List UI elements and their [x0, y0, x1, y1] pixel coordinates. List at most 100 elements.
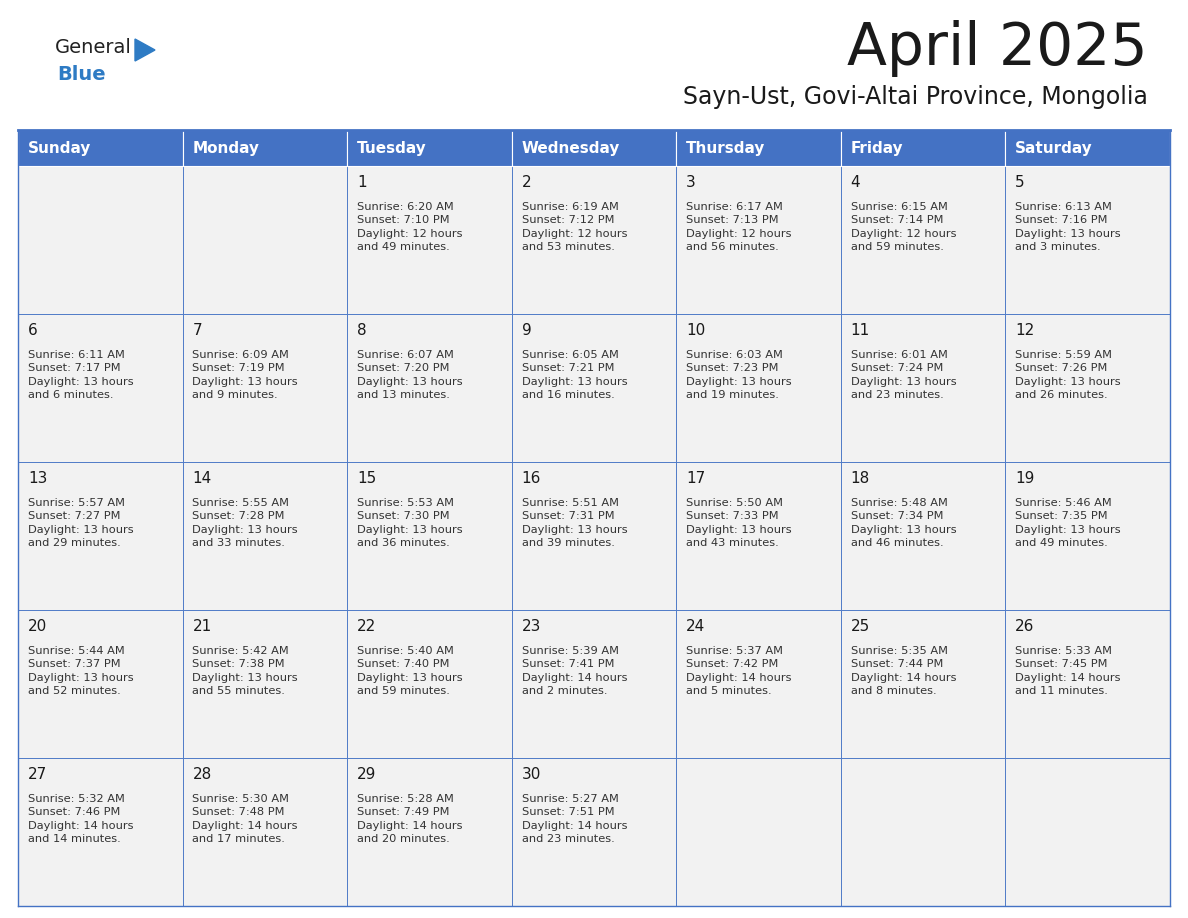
Bar — [676, 314, 841, 462]
Bar — [676, 610, 841, 758]
Bar — [1005, 130, 1170, 166]
Text: Blue: Blue — [57, 65, 106, 84]
Bar — [512, 130, 676, 166]
Text: Sunrise: 6:09 AM
Sunset: 7:19 PM
Daylight: 13 hours
and 9 minutes.: Sunrise: 6:09 AM Sunset: 7:19 PM Dayligh… — [192, 350, 298, 400]
Bar — [347, 314, 512, 462]
Text: Sunrise: 5:53 AM
Sunset: 7:30 PM
Daylight: 13 hours
and 36 minutes.: Sunrise: 5:53 AM Sunset: 7:30 PM Dayligh… — [358, 498, 462, 548]
Text: 6: 6 — [27, 323, 38, 338]
Text: Wednesday: Wednesday — [522, 140, 620, 155]
Text: 29: 29 — [358, 767, 377, 782]
Text: Sayn-Ust, Govi-Altai Province, Mongolia: Sayn-Ust, Govi-Altai Province, Mongolia — [683, 85, 1148, 109]
Bar — [1005, 758, 1170, 906]
Text: Sunrise: 6:11 AM
Sunset: 7:17 PM
Daylight: 13 hours
and 6 minutes.: Sunrise: 6:11 AM Sunset: 7:17 PM Dayligh… — [27, 350, 133, 400]
Text: Sunrise: 5:39 AM
Sunset: 7:41 PM
Daylight: 14 hours
and 2 minutes.: Sunrise: 5:39 AM Sunset: 7:41 PM Dayligh… — [522, 645, 627, 697]
Bar — [183, 462, 347, 610]
Bar — [841, 610, 1005, 758]
Text: 4: 4 — [851, 175, 860, 190]
Text: Sunrise: 5:46 AM
Sunset: 7:35 PM
Daylight: 13 hours
and 49 minutes.: Sunrise: 5:46 AM Sunset: 7:35 PM Dayligh… — [1016, 498, 1121, 548]
Bar — [841, 166, 1005, 314]
Bar — [841, 758, 1005, 906]
Bar — [841, 130, 1005, 166]
Text: Saturday: Saturday — [1016, 140, 1093, 155]
Bar — [347, 758, 512, 906]
Text: Sunrise: 6:20 AM
Sunset: 7:10 PM
Daylight: 12 hours
and 49 minutes.: Sunrise: 6:20 AM Sunset: 7:10 PM Dayligh… — [358, 202, 462, 252]
Bar — [183, 758, 347, 906]
Text: Monday: Monday — [192, 140, 259, 155]
Text: Sunrise: 6:13 AM
Sunset: 7:16 PM
Daylight: 13 hours
and 3 minutes.: Sunrise: 6:13 AM Sunset: 7:16 PM Dayligh… — [1016, 202, 1121, 252]
Text: 8: 8 — [358, 323, 367, 338]
Bar — [676, 758, 841, 906]
Bar — [18, 462, 183, 610]
Bar — [18, 758, 183, 906]
Text: 21: 21 — [192, 619, 211, 634]
Bar — [183, 610, 347, 758]
Text: 28: 28 — [192, 767, 211, 782]
Bar — [18, 166, 183, 314]
Text: 26: 26 — [1016, 619, 1035, 634]
Text: April 2025: April 2025 — [847, 20, 1148, 77]
Bar — [676, 130, 841, 166]
Text: Tuesday: Tuesday — [358, 140, 426, 155]
Text: Sunrise: 5:59 AM
Sunset: 7:26 PM
Daylight: 13 hours
and 26 minutes.: Sunrise: 5:59 AM Sunset: 7:26 PM Dayligh… — [1016, 350, 1121, 400]
Bar — [183, 166, 347, 314]
Text: Sunrise: 5:44 AM
Sunset: 7:37 PM
Daylight: 13 hours
and 52 minutes.: Sunrise: 5:44 AM Sunset: 7:37 PM Dayligh… — [27, 645, 133, 697]
Text: Friday: Friday — [851, 140, 903, 155]
Text: 13: 13 — [27, 471, 48, 486]
Bar — [183, 130, 347, 166]
Bar — [18, 314, 183, 462]
Text: Sunrise: 5:51 AM
Sunset: 7:31 PM
Daylight: 13 hours
and 39 minutes.: Sunrise: 5:51 AM Sunset: 7:31 PM Dayligh… — [522, 498, 627, 548]
Text: Sunrise: 6:05 AM
Sunset: 7:21 PM
Daylight: 13 hours
and 16 minutes.: Sunrise: 6:05 AM Sunset: 7:21 PM Dayligh… — [522, 350, 627, 400]
Text: Sunrise: 6:15 AM
Sunset: 7:14 PM
Daylight: 12 hours
and 59 minutes.: Sunrise: 6:15 AM Sunset: 7:14 PM Dayligh… — [851, 202, 956, 252]
Bar — [512, 610, 676, 758]
Bar — [183, 314, 347, 462]
Bar — [18, 130, 183, 166]
Text: 19: 19 — [1016, 471, 1035, 486]
Text: Sunrise: 6:07 AM
Sunset: 7:20 PM
Daylight: 13 hours
and 13 minutes.: Sunrise: 6:07 AM Sunset: 7:20 PM Dayligh… — [358, 350, 462, 400]
Text: 20: 20 — [27, 619, 48, 634]
Bar — [676, 166, 841, 314]
Text: Sunrise: 5:35 AM
Sunset: 7:44 PM
Daylight: 14 hours
and 8 minutes.: Sunrise: 5:35 AM Sunset: 7:44 PM Dayligh… — [851, 645, 956, 697]
Text: 30: 30 — [522, 767, 541, 782]
Bar — [512, 314, 676, 462]
Text: General: General — [55, 38, 132, 57]
Text: 27: 27 — [27, 767, 48, 782]
Text: 11: 11 — [851, 323, 870, 338]
Bar — [841, 462, 1005, 610]
Text: Sunrise: 6:01 AM
Sunset: 7:24 PM
Daylight: 13 hours
and 23 minutes.: Sunrise: 6:01 AM Sunset: 7:24 PM Dayligh… — [851, 350, 956, 400]
Text: 9: 9 — [522, 323, 531, 338]
Bar — [1005, 462, 1170, 610]
Text: Sunrise: 5:50 AM
Sunset: 7:33 PM
Daylight: 13 hours
and 43 minutes.: Sunrise: 5:50 AM Sunset: 7:33 PM Dayligh… — [687, 498, 791, 548]
Text: 10: 10 — [687, 323, 706, 338]
Text: Sunrise: 5:27 AM
Sunset: 7:51 PM
Daylight: 14 hours
and 23 minutes.: Sunrise: 5:27 AM Sunset: 7:51 PM Dayligh… — [522, 793, 627, 845]
Text: Sunrise: 5:37 AM
Sunset: 7:42 PM
Daylight: 14 hours
and 5 minutes.: Sunrise: 5:37 AM Sunset: 7:42 PM Dayligh… — [687, 645, 791, 697]
Text: Sunrise: 6:17 AM
Sunset: 7:13 PM
Daylight: 12 hours
and 56 minutes.: Sunrise: 6:17 AM Sunset: 7:13 PM Dayligh… — [687, 202, 791, 252]
Bar — [18, 610, 183, 758]
Text: Sunrise: 5:33 AM
Sunset: 7:45 PM
Daylight: 14 hours
and 11 minutes.: Sunrise: 5:33 AM Sunset: 7:45 PM Dayligh… — [1016, 645, 1120, 697]
Text: Sunrise: 6:03 AM
Sunset: 7:23 PM
Daylight: 13 hours
and 19 minutes.: Sunrise: 6:03 AM Sunset: 7:23 PM Dayligh… — [687, 350, 791, 400]
Text: 25: 25 — [851, 619, 870, 634]
Text: Sunrise: 5:40 AM
Sunset: 7:40 PM
Daylight: 13 hours
and 59 minutes.: Sunrise: 5:40 AM Sunset: 7:40 PM Dayligh… — [358, 645, 462, 697]
Text: 1: 1 — [358, 175, 367, 190]
Bar — [512, 758, 676, 906]
Text: 12: 12 — [1016, 323, 1035, 338]
Text: Sunrise: 5:28 AM
Sunset: 7:49 PM
Daylight: 14 hours
and 20 minutes.: Sunrise: 5:28 AM Sunset: 7:49 PM Dayligh… — [358, 793, 462, 845]
Text: Sunrise: 5:48 AM
Sunset: 7:34 PM
Daylight: 13 hours
and 46 minutes.: Sunrise: 5:48 AM Sunset: 7:34 PM Dayligh… — [851, 498, 956, 548]
Text: Sunrise: 6:19 AM
Sunset: 7:12 PM
Daylight: 12 hours
and 53 minutes.: Sunrise: 6:19 AM Sunset: 7:12 PM Dayligh… — [522, 202, 627, 252]
Text: 2: 2 — [522, 175, 531, 190]
Bar — [512, 462, 676, 610]
Text: 18: 18 — [851, 471, 870, 486]
Bar — [347, 610, 512, 758]
Text: 14: 14 — [192, 471, 211, 486]
Text: Sunrise: 5:30 AM
Sunset: 7:48 PM
Daylight: 14 hours
and 17 minutes.: Sunrise: 5:30 AM Sunset: 7:48 PM Dayligh… — [192, 793, 298, 845]
Text: 17: 17 — [687, 471, 706, 486]
Polygon shape — [135, 39, 154, 61]
Text: 24: 24 — [687, 619, 706, 634]
Text: 23: 23 — [522, 619, 541, 634]
Bar — [512, 166, 676, 314]
Bar — [1005, 166, 1170, 314]
Bar — [676, 462, 841, 610]
Text: Sunday: Sunday — [27, 140, 91, 155]
Text: 15: 15 — [358, 471, 377, 486]
Text: Thursday: Thursday — [687, 140, 765, 155]
Bar — [1005, 610, 1170, 758]
